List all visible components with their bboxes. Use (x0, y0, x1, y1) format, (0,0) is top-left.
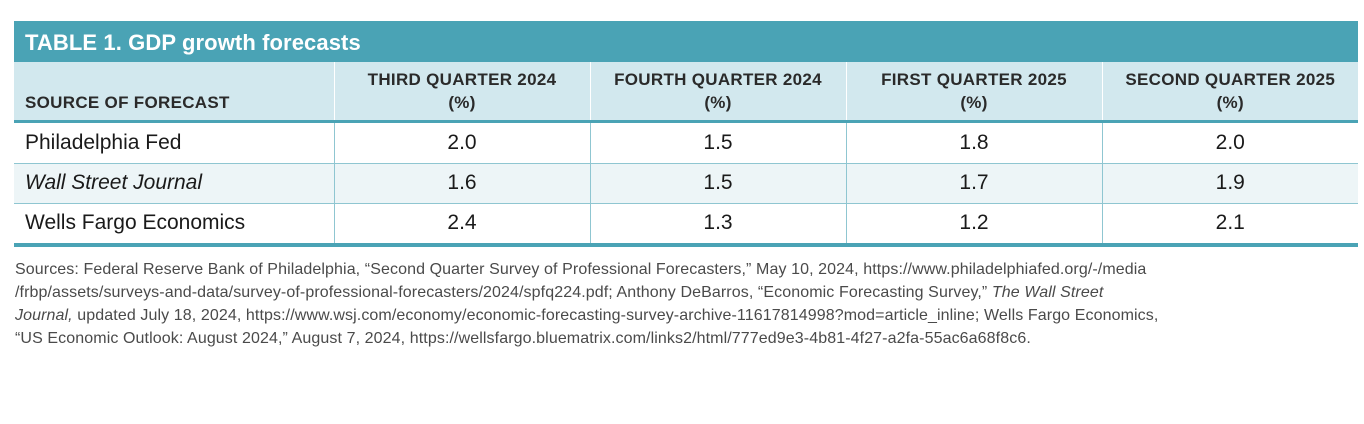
forecast-grid: SOURCE OF FORECAST THIRD QUARTER 2024 (%)… (14, 62, 1358, 243)
sources-line: /frbp/assets/surveys-and-data/survey-of-… (15, 284, 1104, 301)
cell-value: 1.9 (1101, 163, 1358, 204)
table-title: TABLE 1. GDP growth forecasts (14, 21, 1358, 62)
cell-value: 1.2 (845, 203, 1102, 243)
column-header-q4-2024: FOURTH QUARTER 2024 (%) (589, 62, 846, 120)
sources-line: “US Economic Outlook: August 2024,” Augu… (15, 330, 1031, 347)
sources-line: Sources: Federal Reserve Bank of Philade… (15, 261, 1147, 278)
header-divider (14, 120, 1358, 123)
table-row: Wells Fargo Economics 2.4 1.3 1.2 2.1 (14, 203, 1358, 243)
table-row: Philadelphia Fed 2.0 1.5 1.8 2.0 (14, 123, 1358, 164)
table-row: Wall Street Journal 1.6 1.5 1.7 1.9 (14, 163, 1358, 204)
cell-value: 1.8 (845, 123, 1102, 164)
row-source: Philadelphia Fed (14, 123, 334, 164)
row-source: Wells Fargo Economics (25, 211, 246, 235)
cell-value: 1.5 (589, 123, 846, 164)
column-header-q3-2024: THIRD QUARTER 2024 (%) (333, 62, 590, 120)
sources-note: Sources: Federal Reserve Bank of Philade… (15, 258, 1350, 350)
table-bottom-rule (14, 243, 1358, 247)
sources-line: Journal, updated July 18, 2024, https://… (15, 307, 1159, 324)
header-row: SOURCE OF FORECAST THIRD QUARTER 2024 (%)… (14, 62, 1358, 120)
cell-value: 2.4 (333, 203, 590, 243)
cell-value: 2.0 (333, 123, 590, 164)
cell-value: 1.3 (589, 203, 846, 243)
column-header-q2-2025: SECOND QUARTER 2025 (%) (1101, 62, 1358, 120)
gdp-forecast-table: TABLE 1. GDP growth forecasts SOURCE OF … (14, 21, 1358, 247)
column-header-q1-2025: FIRST QUARTER 2025 (%) (845, 62, 1102, 120)
cell-value: 2.1 (1101, 203, 1358, 243)
cell-value: 1.7 (845, 163, 1102, 204)
cell-value: 2.0 (1101, 123, 1358, 164)
cell-value: 1.5 (589, 163, 846, 204)
cell-value: 1.6 (333, 163, 590, 204)
column-header-source: SOURCE OF FORECAST (14, 62, 334, 120)
row-source: Wall Street Journal (14, 163, 334, 204)
